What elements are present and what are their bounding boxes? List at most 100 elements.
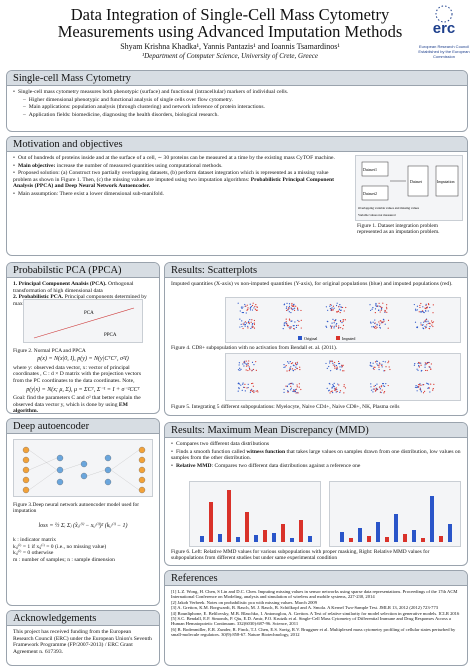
scatter-point [388, 360, 390, 362]
scatter-point [426, 324, 428, 326]
scatter-point [241, 320, 243, 322]
scatter-point [330, 326, 333, 328]
scatter-point [243, 322, 245, 324]
scatter-point [335, 304, 338, 307]
figure-2-pca-plot: PCA PPCA [23, 299, 143, 343]
scatter-point [422, 392, 425, 394]
scatter-point [414, 321, 417, 323]
scatter-point [239, 310, 241, 312]
scatter-point [328, 365, 330, 368]
scatter-point [337, 383, 339, 385]
scatter-point [331, 309, 333, 312]
scatter-point [423, 383, 425, 386]
scatter-point [420, 324, 422, 326]
scatter-point [297, 309, 299, 311]
scatter-point [300, 309, 302, 312]
scatter-point [331, 325, 333, 327]
scatter-point [333, 327, 335, 329]
scatter-point [431, 320, 433, 322]
scatter-point [420, 370, 422, 372]
scatter-point [340, 366, 343, 368]
scatter-point [244, 325, 246, 327]
scatter-point [291, 304, 293, 306]
scatter-point [419, 306, 421, 309]
scatter-point [424, 362, 426, 364]
scatter-point [283, 364, 285, 366]
scatter-point [290, 389, 292, 391]
scatter-point [413, 364, 415, 366]
scatter-point [381, 366, 383, 368]
scatter-point [370, 321, 372, 323]
scatter-point [427, 322, 429, 325]
scatter-point [290, 326, 292, 328]
scatter-point [255, 304, 257, 306]
scatter-point [282, 328, 284, 330]
scatter-point [426, 362, 429, 364]
scatter-point [252, 325, 254, 328]
sub-bullet: Main applications: population analysis (… [13, 104, 461, 111]
ppca-description: where y: observed data vector, x: vector… [13, 364, 142, 385]
scatter-point [381, 364, 383, 367]
figure-3-caption: Figure 3.Deep neural network autoencoder… [13, 502, 140, 515]
scatter-point [341, 321, 343, 324]
scatter-point [242, 311, 244, 314]
scatter-point [300, 388, 302, 391]
scatter-point [336, 366, 338, 368]
scatter-point [343, 392, 345, 394]
scatter-point [387, 327, 389, 329]
scatter-point [426, 382, 428, 384]
scatter-point [286, 309, 288, 312]
scatter-point [243, 361, 245, 363]
scatter-point [285, 385, 287, 387]
scatter-point [417, 385, 419, 387]
scatter-point [285, 321, 287, 323]
section-scatterplots: Results: Scatterplots Imputed quantities… [164, 262, 468, 416]
diagram-dataset-box [407, 165, 429, 197]
scatter-point [343, 370, 345, 372]
scatter-point [248, 322, 250, 324]
scatter-point [283, 303, 286, 305]
scatter-point [338, 362, 341, 365]
figure-5-scatter-grid [225, 353, 461, 401]
scatter-point [385, 366, 387, 368]
scatter-point [381, 322, 383, 324]
sub-bullet: Application fields: biomedicine, diagnos… [13, 112, 461, 119]
scatter-point [375, 325, 377, 327]
scatter-point [242, 382, 244, 384]
scatter-point [370, 322, 372, 324]
scatter-point [380, 385, 383, 387]
bullet: Relative MMD: Compares two different dat… [171, 463, 461, 470]
scatter-point [387, 362, 389, 364]
scatter-point [376, 383, 378, 385]
scatter-point [342, 370, 344, 372]
scatter-point [246, 309, 248, 311]
scatter-point [298, 320, 300, 323]
figure-4-caption: Figure 4. CD8+ subpopulation with no act… [171, 345, 338, 351]
scatter-point [329, 303, 331, 306]
scatter-point [250, 306, 252, 309]
section-title: Acknowledgements [7, 611, 159, 626]
affiliation: ¹Department of Computer Science, Univers… [142, 52, 318, 60]
scatter-point [251, 309, 254, 311]
scatter-point [432, 312, 434, 314]
scatter-point [420, 302, 422, 305]
scatter-point [374, 308, 377, 310]
scatter-point [425, 304, 427, 306]
scatter-point [293, 305, 295, 308]
scatter-point [332, 318, 334, 320]
authors: Shyam Krishna Khadka¹, Yannis Pantazis¹ … [120, 42, 340, 51]
erc-logo-sub: European Research Council Established by… [418, 44, 470, 59]
scatter-point [285, 322, 288, 324]
scatter-point [376, 326, 378, 328]
bar-mark [376, 522, 380, 542]
scatter-point [432, 388, 434, 390]
scatter-point [378, 309, 380, 311]
bar-mark [218, 534, 222, 542]
bar-mark [421, 538, 425, 542]
scatter-point [336, 302, 338, 304]
scatter-point [374, 366, 376, 368]
scatter-point [249, 309, 252, 311]
diagram-dataset2-box [361, 185, 389, 201]
bar-mark [281, 524, 285, 542]
scatter-point [383, 391, 386, 393]
